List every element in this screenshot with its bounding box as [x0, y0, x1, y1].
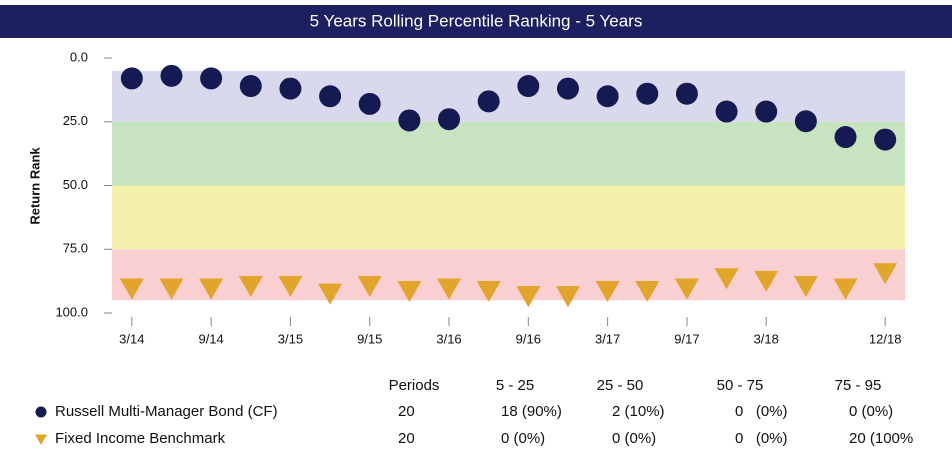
point	[358, 92, 381, 115]
table-header: 75 - 95	[835, 377, 882, 394]
table-header: Periods	[389, 377, 440, 394]
point	[636, 82, 659, 105]
point	[596, 85, 619, 108]
point	[754, 270, 779, 292]
point	[755, 100, 778, 123]
legend-label: Russell Multi-Manager Bond (CF)	[55, 403, 278, 420]
point	[120, 67, 143, 90]
point	[318, 283, 343, 305]
y-tick-label: 25.0	[63, 113, 88, 128]
x-tick-label: 3/16	[436, 331, 461, 346]
point	[715, 100, 738, 123]
point	[437, 278, 462, 300]
point	[278, 275, 303, 297]
point	[833, 278, 858, 300]
x-tick-label: 9/15	[357, 331, 382, 346]
point	[279, 77, 302, 100]
table-cell: 20	[398, 403, 415, 420]
table-cell: 20 (100%	[849, 430, 913, 447]
rank-band	[112, 185, 905, 250]
x-tick-label: 12/18	[869, 331, 902, 346]
table-header: 5 - 25	[496, 377, 534, 394]
table-cell: 18 (90%)	[501, 403, 562, 420]
point	[477, 90, 500, 113]
x-tick-label: 3/18	[754, 331, 779, 346]
y-tick-label: 75.0	[63, 241, 88, 256]
table-header: 25 - 50	[597, 377, 644, 394]
point	[438, 108, 461, 131]
y-tick-label: 0.0	[70, 49, 88, 64]
point	[239, 75, 262, 98]
point	[397, 281, 422, 303]
y-tick-label: 50.0	[63, 177, 88, 192]
point	[874, 128, 897, 151]
x-tick-label: 9/14	[198, 331, 223, 346]
point	[873, 263, 898, 285]
point	[635, 281, 660, 303]
x-tick-label: 3/14	[119, 331, 144, 346]
point	[199, 278, 224, 300]
x-tick-label: 9/16	[516, 331, 541, 346]
table-cell: 0 (0%)	[612, 430, 656, 447]
legend-label: Fixed Income Benchmark	[55, 430, 226, 447]
point	[476, 281, 501, 303]
point	[159, 278, 184, 300]
point	[357, 275, 382, 297]
y-tick-label: 100.0	[55, 304, 88, 319]
table-cell: 0 (0%)	[501, 430, 545, 447]
point	[516, 286, 541, 308]
point	[834, 126, 857, 149]
point	[555, 286, 580, 308]
rank-band	[112, 121, 905, 186]
point	[714, 268, 739, 290]
point	[556, 77, 579, 100]
rank-band	[112, 70, 905, 122]
point	[793, 275, 818, 297]
point	[119, 278, 144, 300]
point	[595, 281, 620, 303]
table-cell: 20	[398, 430, 415, 447]
table-header: 50 - 75	[717, 377, 764, 394]
point	[675, 82, 698, 105]
point	[160, 64, 183, 87]
title-bar	[0, 5, 952, 38]
point	[517, 75, 540, 98]
table-cell: 2 (10%)	[612, 403, 665, 420]
table-cell: 0 (0%)	[735, 403, 788, 420]
table-cell: 0 (0%)	[735, 430, 788, 447]
point	[674, 278, 699, 300]
point	[200, 67, 223, 90]
point	[794, 110, 817, 133]
point	[319, 85, 342, 108]
table-cell: 0 (0%)	[849, 403, 893, 420]
y-axis-label: Return Rank	[27, 147, 42, 225]
rank-band	[112, 249, 905, 301]
x-tick-label: 3/17	[595, 331, 620, 346]
x-tick-label: 9/17	[674, 331, 699, 346]
legend-marker	[35, 434, 47, 445]
chart-title: 5 Years Rolling Percentile Ranking - 5 Y…	[310, 11, 643, 30]
legend-marker	[35, 406, 47, 418]
point	[238, 275, 263, 297]
point	[398, 109, 421, 132]
x-tick-label: 3/15	[278, 331, 303, 346]
